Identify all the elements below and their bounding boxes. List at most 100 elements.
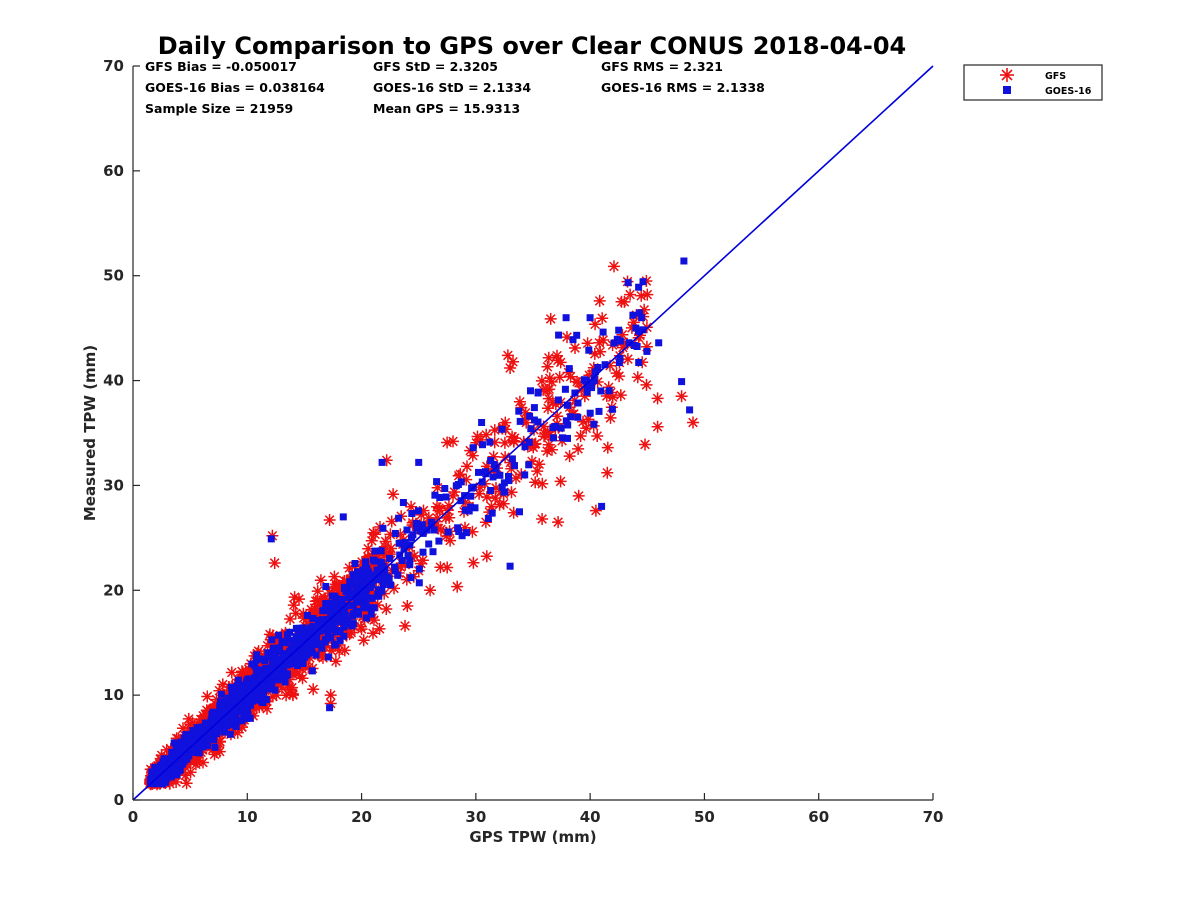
- gfs-point: [210, 693, 223, 706]
- goes16-point: [253, 651, 261, 659]
- gfs-point: [574, 430, 587, 442]
- goes16-point: [235, 694, 243, 702]
- gfs-point: [408, 549, 421, 562]
- gfs-point: [589, 318, 602, 331]
- goes16-point: [391, 567, 399, 575]
- gfs-point: [504, 362, 517, 374]
- goes16-point: [327, 620, 334, 627]
- gfs-point: [687, 416, 699, 429]
- x-ticks: 0 10 20 30 40 50 60 70: [128, 793, 943, 826]
- gfs-point: [406, 516, 419, 529]
- goes16-point: [625, 339, 633, 347]
- goes16-point: [458, 532, 466, 540]
- goes16-point: [488, 509, 496, 517]
- goes16-point: [187, 731, 194, 739]
- gfs-point: [466, 449, 479, 462]
- goes16-point: [226, 730, 234, 738]
- gfs-point: [253, 701, 266, 714]
- goes16-point: [259, 655, 267, 663]
- goes16-point: [354, 607, 362, 615]
- goes16-point: [365, 594, 373, 602]
- goes16-point: [293, 662, 301, 669]
- goes16-point: [465, 507, 473, 515]
- y-tick-label: 50: [103, 267, 124, 285]
- gfs-point: [627, 316, 640, 329]
- goes16-point: [429, 548, 437, 556]
- goes16-point: [258, 688, 266, 695]
- gfs-point: [562, 366, 575, 379]
- gfs-point: [588, 347, 601, 360]
- goes16-point: [571, 389, 579, 397]
- goes16-point: [214, 723, 222, 731]
- gfs-point: [275, 681, 288, 694]
- goes16-point: [262, 665, 270, 673]
- gfs-point: [288, 591, 301, 604]
- goes16-point: [283, 661, 291, 669]
- goes16-point: [425, 540, 433, 548]
- legend-gfs-marker: [1000, 68, 1014, 82]
- goes16-point: [444, 528, 452, 536]
- gfs-point: [614, 389, 627, 402]
- gfs-point: [369, 528, 382, 541]
- gfs-point: [261, 639, 274, 652]
- goes16-point: [327, 633, 335, 641]
- gfs-point: [640, 321, 653, 334]
- goes16-point: [199, 743, 207, 751]
- gfs-point: [309, 595, 322, 608]
- goes16-point: [391, 563, 399, 571]
- goes16-point: [266, 653, 274, 661]
- gfs-point: [448, 486, 461, 498]
- goes16-point: [284, 631, 291, 639]
- gfs-point: [604, 359, 616, 372]
- goes16-point: [516, 508, 523, 516]
- goes16-point: [202, 734, 210, 742]
- goes16-point: [498, 425, 506, 433]
- gfs-point: [289, 607, 302, 620]
- goes16-point: [233, 682, 241, 690]
- goes16-point: [363, 614, 370, 622]
- goes16-point: [471, 504, 479, 512]
- goes16-point: [398, 557, 406, 564]
- gfs-point: [441, 436, 454, 449]
- gfs-point: [231, 726, 244, 739]
- goes16-point: [324, 653, 332, 661]
- y-tick-label: 60: [103, 162, 124, 180]
- y-tick-label: 40: [103, 372, 124, 390]
- goes16-point: [601, 361, 609, 369]
- goes16-point: [555, 331, 563, 339]
- goes16-point: [505, 473, 512, 480]
- goes16-point: [331, 592, 339, 600]
- gfs-point: [325, 644, 338, 657]
- goes16-point: [395, 539, 403, 547]
- goes16-point: [408, 510, 416, 517]
- gfs-point: [582, 413, 595, 426]
- goes16-point: [452, 482, 460, 490]
- stat-gfs-bias: GFS Bias = -0.050017: [145, 59, 297, 74]
- gfs-point: [624, 288, 637, 301]
- gfs-point: [537, 420, 550, 433]
- goes16-point: [573, 331, 581, 339]
- gfs-point: [405, 500, 418, 513]
- goes16-point: [565, 365, 573, 373]
- gfs-point: [338, 644, 351, 657]
- gfs-point: [480, 491, 493, 503]
- gfs-point: [261, 702, 273, 715]
- goes16-point: [251, 675, 259, 683]
- gfs-point: [504, 456, 517, 469]
- goes16-point: [595, 407, 603, 415]
- goes16-point: [501, 488, 509, 496]
- gfs-point: [242, 663, 255, 675]
- gfs-point: [368, 614, 380, 627]
- goes16-point: [587, 379, 595, 387]
- axes: 0 10 20 30 40 50 60 70 0 10 20 30 40 50 60 70: [103, 57, 943, 826]
- goes16-point: [605, 387, 613, 395]
- gfs-point: [252, 645, 265, 658]
- y-tick-label: 10: [103, 686, 124, 704]
- gfs-point: [459, 521, 471, 534]
- goes16-point: [418, 521, 426, 529]
- goes16-point: [431, 491, 439, 499]
- goes16-point: [415, 507, 422, 515]
- goes16-point: [635, 359, 643, 366]
- goes16-point: [267, 535, 275, 543]
- goes16-point: [196, 739, 203, 747]
